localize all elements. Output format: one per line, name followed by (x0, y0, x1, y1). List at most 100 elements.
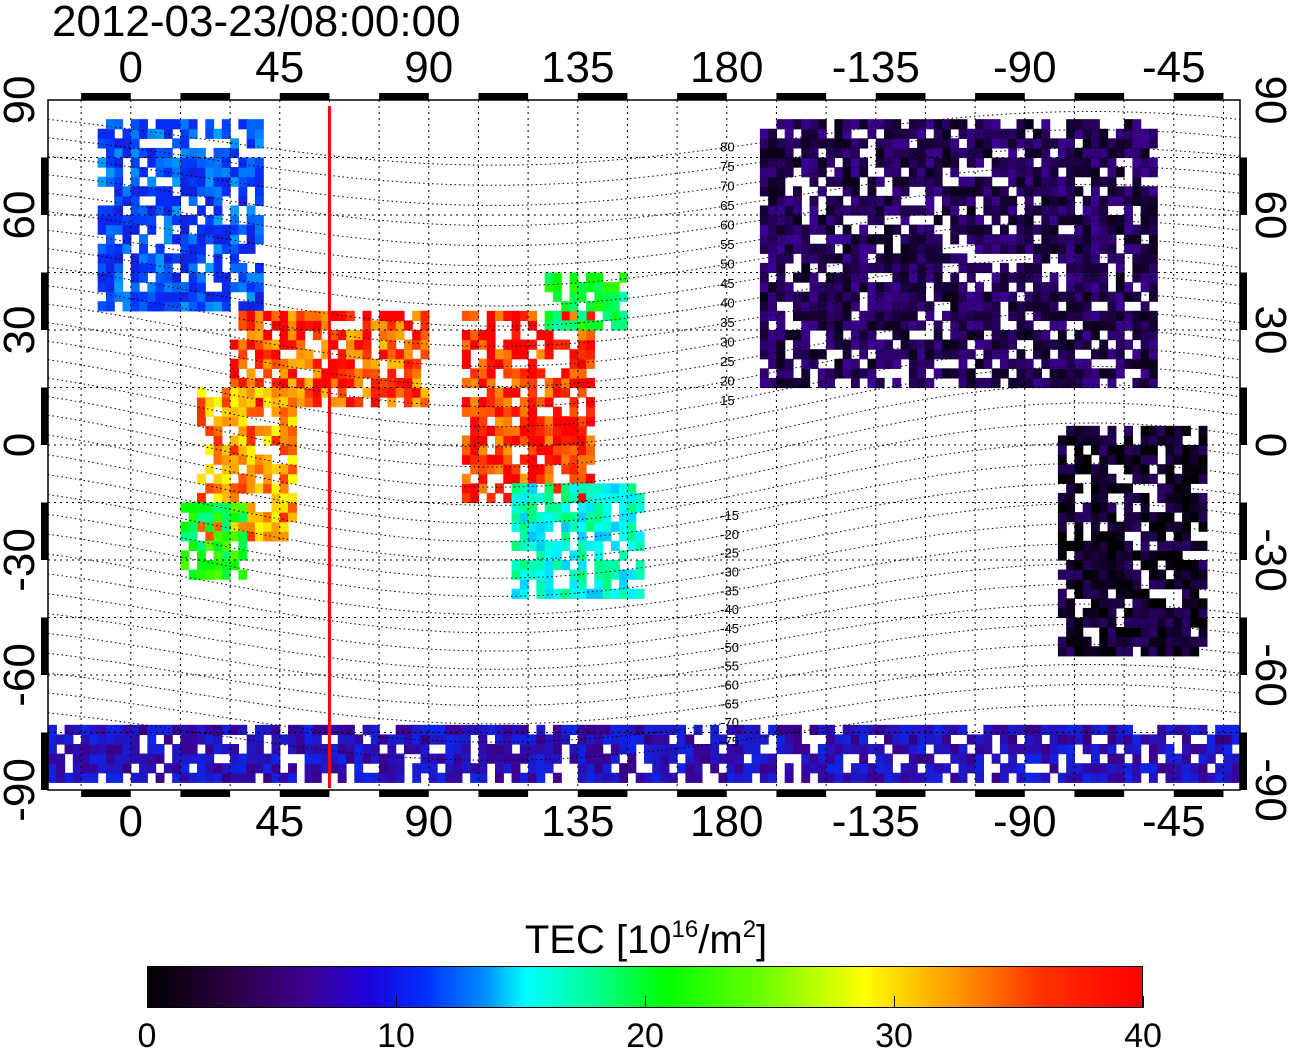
frame-bar-bottom (180, 790, 231, 797)
tec-cell (925, 157, 935, 168)
tec-cell (445, 724, 455, 736)
tec-cell (602, 569, 612, 580)
tec-cell (139, 753, 148, 764)
tec-cell (230, 464, 239, 475)
tec-cell (1182, 425, 1191, 437)
tec-cell (1190, 569, 1200, 580)
tec-cell (354, 763, 364, 774)
tec-cell (1173, 753, 1183, 764)
tec-cell (958, 724, 968, 736)
tec-cell (602, 483, 612, 494)
tec-cell (1140, 734, 1150, 745)
tec-cell (428, 763, 438, 774)
tec-cell (610, 560, 620, 571)
tec-cell (1057, 157, 1067, 168)
tec-cell (966, 176, 976, 187)
tec-cell (172, 215, 182, 226)
tec-cell (321, 744, 331, 755)
tec-cell (900, 301, 910, 312)
tec-cell (776, 253, 786, 264)
tec-cell (445, 734, 455, 745)
tec-cell (412, 734, 422, 745)
tec-cell (586, 588, 595, 599)
tec-cell (354, 397, 364, 408)
frame-bar-bottom (1173, 790, 1224, 797)
tec-cell (635, 531, 645, 542)
tec-cell (387, 387, 397, 398)
tec-cell (1057, 502, 1067, 513)
tec-cell (1148, 753, 1158, 764)
tec-cell (933, 368, 943, 379)
tec-cell (221, 540, 231, 552)
magnetic-latitude-line (48, 293, 1240, 367)
magnetic-latitude-line (48, 129, 1240, 186)
tec-cell (163, 234, 173, 245)
tec-cell (105, 253, 115, 264)
tec-cell (602, 282, 612, 293)
tec-cell (1074, 282, 1084, 293)
tec-cell (470, 425, 480, 437)
tec-cell (958, 195, 968, 207)
tec-cell (1198, 425, 1208, 437)
tec-cell (859, 262, 869, 274)
tec-cell (1173, 569, 1183, 580)
tec-cell (213, 195, 223, 207)
tec-cell (379, 339, 388, 350)
tec-cell (950, 744, 960, 755)
tec-cell (768, 724, 778, 736)
tec-cell (1148, 560, 1158, 571)
tec-cell (271, 753, 281, 764)
tec-cell (238, 425, 248, 437)
tec-cell (1165, 753, 1175, 764)
frame-bar-bottom (677, 790, 727, 797)
tec-cell (1041, 224, 1051, 235)
tec-cell (1057, 724, 1067, 736)
tec-cell (1057, 435, 1067, 446)
tec-cell (271, 377, 281, 389)
tec-cell (842, 205, 852, 216)
tec-cell (726, 772, 736, 783)
tec-cell (139, 253, 148, 264)
tec-cell (933, 147, 943, 159)
tec-cell (163, 253, 173, 264)
tec-cell (1066, 492, 1076, 504)
tec-cell (1041, 339, 1051, 350)
tec-cell (1157, 492, 1167, 504)
magnetic-latitude-line (48, 684, 1240, 743)
tec-cell (975, 157, 984, 168)
tec-cell (784, 358, 794, 369)
tec-cell (188, 291, 198, 302)
tec-cell (495, 445, 504, 456)
tec-cell (710, 744, 720, 755)
tec-cell (942, 339, 951, 350)
tec-cell (1057, 186, 1067, 197)
tec-cell (1066, 138, 1076, 149)
tec-cell (635, 502, 645, 513)
tec-cell (197, 282, 206, 293)
tec-cell (875, 320, 885, 331)
tec-cell (495, 416, 504, 427)
tec-cell (619, 744, 629, 755)
tec-cell (147, 205, 157, 216)
tec-cell (1016, 128, 1026, 139)
tec-cell (1016, 368, 1026, 379)
tec-cell (279, 734, 289, 745)
tec-cell (1099, 368, 1109, 379)
tec-cell (379, 320, 388, 331)
tec-cell (552, 724, 562, 736)
frame-bar-bottom (1074, 790, 1125, 797)
tec-cell (759, 234, 769, 245)
tec-cell (1082, 224, 1092, 235)
tec-cell (1091, 646, 1100, 657)
tec-cell (1198, 492, 1208, 504)
tec-cell (1024, 119, 1034, 130)
tec-cell (975, 291, 984, 302)
tec-cell (1140, 598, 1150, 609)
tec-cell (97, 744, 107, 755)
tec-cell (1074, 157, 1084, 168)
tec-cell (387, 368, 397, 379)
tec-cell (130, 138, 140, 149)
tec-cell (768, 215, 778, 226)
tec-cell (834, 176, 844, 187)
tec-cell (842, 272, 852, 283)
